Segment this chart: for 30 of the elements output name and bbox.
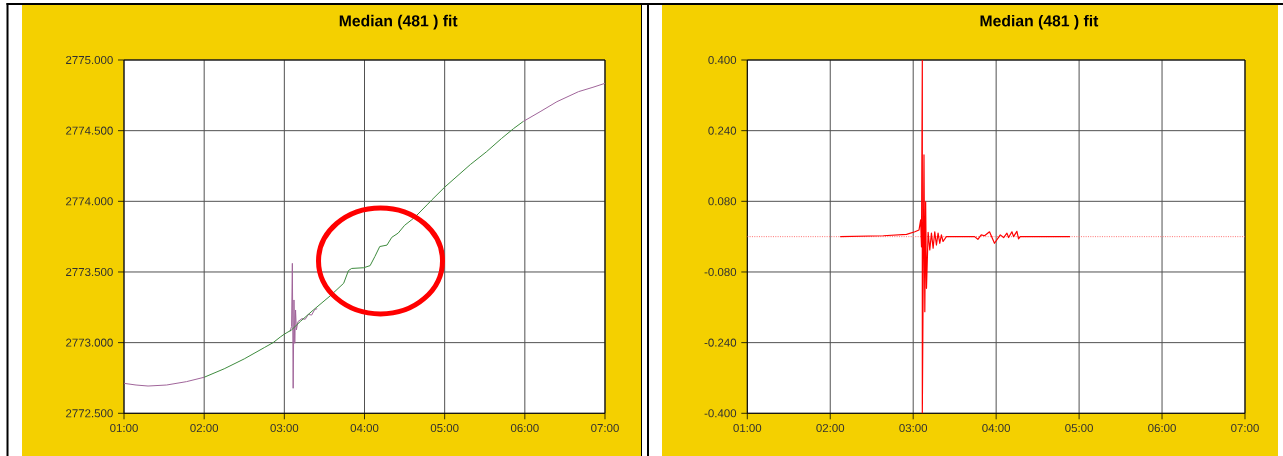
x-tick-label: 01:00 bbox=[110, 424, 138, 433]
x-tick-label: 04:00 bbox=[350, 424, 379, 433]
y-tick-label: 0.240 bbox=[708, 126, 737, 135]
y-tick-label: 2775.000 bbox=[66, 55, 113, 65]
x-tick-label: 07:00 bbox=[591, 424, 619, 433]
x-tick-label: 07:00 bbox=[1231, 424, 1259, 433]
x-tick-label: 05:00 bbox=[1065, 424, 1093, 433]
line-series bbox=[839, 60, 1071, 414]
x-tick-label: 06:00 bbox=[510, 424, 539, 433]
y-tick-label: 2774.500 bbox=[66, 126, 113, 135]
line-series bbox=[203, 120, 524, 378]
y-tick-label: 2772.500 bbox=[66, 409, 113, 418]
x-tick-label: 02:00 bbox=[190, 424, 219, 433]
y-tick-label: -0.240 bbox=[704, 338, 737, 347]
y-tick-label: 2774.000 bbox=[66, 197, 113, 206]
y-tick-label: 0.080 bbox=[708, 197, 737, 206]
y-tick-label: 2773.500 bbox=[66, 267, 113, 277]
chart-title: Median (481 ) fit bbox=[980, 14, 1099, 30]
y-tick-label: 0.400 bbox=[708, 55, 737, 65]
x-tick-label: 03:00 bbox=[899, 424, 928, 433]
x-tick-label: 03:00 bbox=[270, 424, 299, 433]
x-tick-label: 05:00 bbox=[430, 424, 459, 433]
y-tick-label: 2773.000 bbox=[66, 338, 113, 347]
y-tick-label: -0.080 bbox=[704, 267, 737, 277]
x-tick-label: 06:00 bbox=[1148, 424, 1176, 433]
y-tick-label: -0.400 bbox=[704, 409, 737, 418]
x-tick-label: 04:00 bbox=[982, 424, 1011, 433]
x-tick-label: 02:00 bbox=[816, 424, 845, 433]
chart-title: Median (481 ) fit bbox=[339, 14, 458, 30]
x-tick-label: 01:00 bbox=[733, 424, 762, 433]
